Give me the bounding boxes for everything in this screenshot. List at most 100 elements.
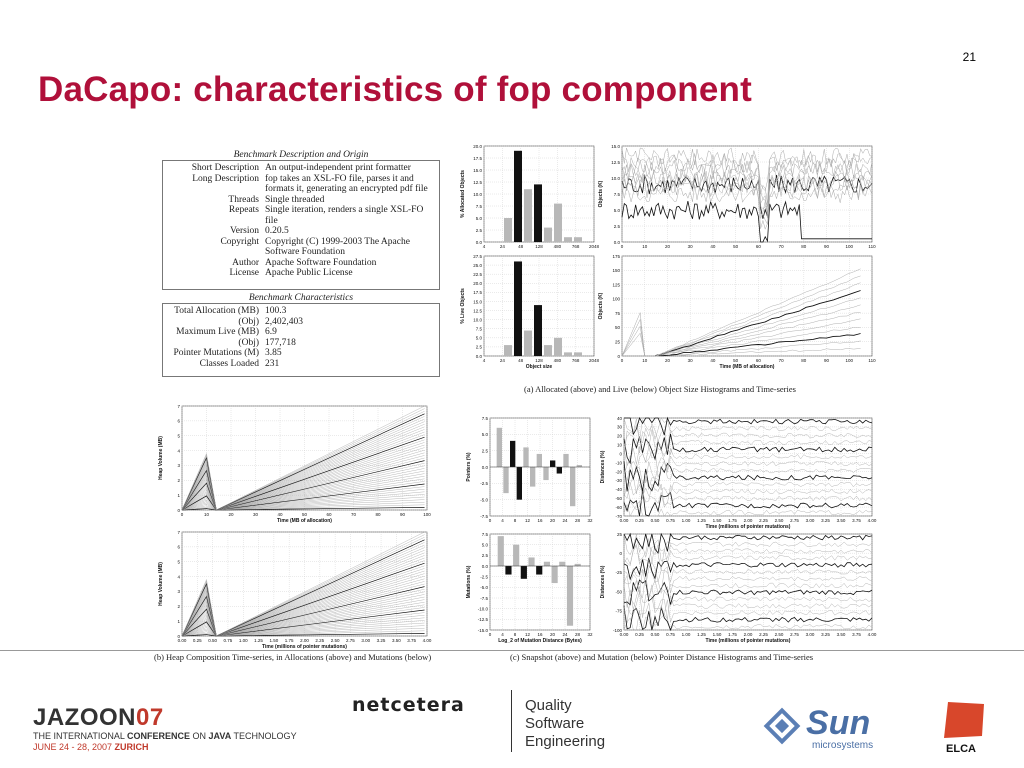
table-row: Author Apache Software Foundation bbox=[163, 258, 439, 269]
y-tick-label: 3 bbox=[177, 463, 180, 468]
sun-sub: microsystems bbox=[812, 740, 873, 751]
x-tick-label: 3.25 bbox=[377, 638, 386, 643]
bar bbox=[523, 447, 529, 467]
y-tick-label: -10 bbox=[615, 460, 622, 465]
series-line bbox=[621, 147, 873, 192]
benchmark-figure: Benchmark Description and Origin Short D… bbox=[152, 134, 880, 664]
bar bbox=[505, 566, 512, 575]
x-tick-label: 40 bbox=[710, 358, 716, 363]
series-line bbox=[623, 429, 873, 458]
x-tick-label: 2.00 bbox=[744, 632, 753, 637]
row-value: 100.3 bbox=[265, 306, 287, 316]
row-key: Pointer Mutations (M) bbox=[173, 348, 260, 358]
row-key: Classes Loaded bbox=[199, 358, 259, 369]
y-tick-label: 10.0 bbox=[473, 317, 482, 322]
series-line bbox=[181, 581, 425, 637]
table-row: Pointer Mutations (M) 3.85 bbox=[163, 348, 439, 359]
bar bbox=[543, 561, 550, 566]
bar bbox=[520, 566, 527, 579]
y-tick-label: 0 bbox=[619, 551, 622, 556]
y-tick-label: 5.0 bbox=[482, 542, 489, 547]
bar bbox=[574, 352, 582, 356]
y-axis-label: Objects (K) bbox=[598, 180, 604, 207]
x-axis-label: Time (millions of pointer mutations) bbox=[706, 524, 791, 530]
y-tick-label: 22.5 bbox=[473, 272, 482, 277]
y-tick-label: 15.0 bbox=[473, 299, 482, 304]
x-axis-label: Object size bbox=[526, 364, 553, 370]
bar bbox=[496, 427, 502, 467]
bar bbox=[536, 566, 543, 575]
x-tick-label: 110 bbox=[868, 244, 876, 249]
series-line bbox=[181, 468, 425, 511]
jazoon-date: JUNE 24 - 28, 2007 ZURICH bbox=[33, 742, 149, 752]
y-tick-label: -25 bbox=[615, 570, 622, 575]
x-tick-label: 90 bbox=[824, 244, 830, 249]
x-tick-label: 0 bbox=[489, 518, 492, 523]
x-tick-label: 4 bbox=[501, 632, 504, 637]
x-tick-label: 3.50 bbox=[837, 518, 846, 523]
y-tick-label: 7.5 bbox=[476, 327, 483, 332]
x-tick-label: 28 bbox=[575, 632, 581, 637]
x-tick-label: 12 bbox=[525, 632, 531, 637]
y-tick-label: 10.0 bbox=[473, 192, 482, 197]
jazoon-logo: JAZOON07 bbox=[33, 704, 164, 731]
x-tick-label: 100 bbox=[846, 244, 854, 249]
x-tick-label: 32 bbox=[587, 518, 593, 523]
chart-5: 0 1 2 3 4 5 6 7 0.00 0.25 0.50 0.75 1.00 1.25 1.50 1.75… bbox=[158, 530, 432, 650]
bar bbox=[524, 189, 532, 242]
description-table-title: Benchmark Description and Origin bbox=[233, 150, 369, 160]
series-line bbox=[181, 625, 425, 637]
x-tick-label: 1.25 bbox=[697, 518, 706, 523]
y-tick-label: -40 bbox=[615, 487, 622, 492]
elca-logo: ELCA bbox=[944, 702, 984, 754]
y-tick-label: 0 bbox=[619, 451, 622, 456]
series-line bbox=[181, 405, 425, 511]
series-line bbox=[181, 591, 425, 637]
x-tick-label: 0.75 bbox=[666, 632, 675, 637]
x-tick-label: 768 bbox=[572, 244, 580, 249]
bar bbox=[524, 330, 532, 356]
bar bbox=[564, 352, 572, 356]
y-tick-label: -15.0 bbox=[478, 628, 489, 633]
x-tick-label: 3.25 bbox=[821, 518, 830, 523]
bar bbox=[530, 467, 536, 487]
x-tick-label: 80 bbox=[801, 358, 807, 363]
series-line bbox=[623, 597, 873, 626]
x-tick-label: 0.75 bbox=[666, 518, 675, 523]
y-tick-label: 20.0 bbox=[473, 144, 482, 149]
y-tick-label: 2.5 bbox=[614, 224, 621, 229]
y-tick-label: 125 bbox=[612, 282, 620, 287]
bar bbox=[574, 237, 582, 242]
series-line bbox=[623, 557, 873, 581]
series-line bbox=[181, 615, 425, 637]
x-tick-label: 50 bbox=[733, 244, 739, 249]
series-line bbox=[623, 445, 873, 470]
x-tick-label: 80 bbox=[375, 512, 381, 517]
x-tick-label: 0.00 bbox=[178, 638, 187, 643]
bar bbox=[554, 203, 562, 242]
x-axis-label: Time (MB of allocation) bbox=[277, 518, 332, 524]
row-key: Threads bbox=[228, 194, 259, 205]
y-tick-label: 7 bbox=[177, 404, 180, 409]
table-row: Maximum Live (MB) 6.9 bbox=[163, 327, 439, 338]
row-key: (Obj) bbox=[238, 337, 259, 348]
bar bbox=[544, 227, 552, 242]
x-tick-label: 8 bbox=[514, 632, 517, 637]
x-tick-label: 128 bbox=[535, 244, 543, 249]
series-line bbox=[623, 543, 873, 571]
series-line bbox=[623, 500, 873, 517]
series-line bbox=[181, 444, 425, 511]
series-line bbox=[623, 461, 873, 492]
y-tick-label: 2.5 bbox=[482, 448, 489, 453]
series-line bbox=[656, 340, 861, 357]
x-tick-label: 2048 bbox=[589, 244, 600, 249]
x-tick-label: 4.00 bbox=[423, 638, 432, 643]
series-line bbox=[181, 612, 425, 637]
bar bbox=[563, 453, 569, 467]
x-tick-label: 24 bbox=[500, 358, 506, 363]
series-line bbox=[181, 496, 425, 511]
y-tick-label: -50 bbox=[615, 496, 622, 501]
x-tick-label: 70 bbox=[351, 512, 357, 517]
series-line bbox=[621, 152, 873, 204]
bar bbox=[559, 561, 566, 566]
